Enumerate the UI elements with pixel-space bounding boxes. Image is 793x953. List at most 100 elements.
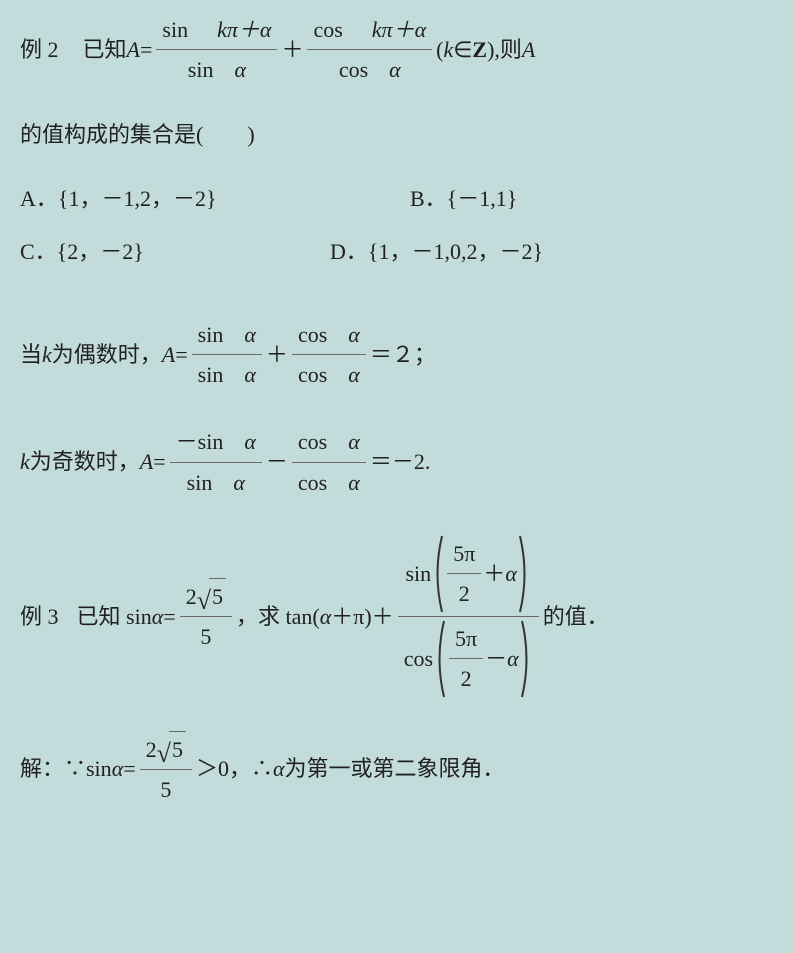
example2-statement-line2: 的值构成的集合是( ) <box>20 117 773 152</box>
arg-alpha: α <box>244 429 256 454</box>
option-b: B．{－1,1} <box>410 181 710 216</box>
result-text: ＝－2. <box>370 444 431 479</box>
fraction: cos α cos α <box>292 422 366 501</box>
fraction: sin α sin α <box>192 315 262 394</box>
plus: ＋ <box>483 556 505 591</box>
radicand-5: 5 <box>209 578 226 614</box>
left-paren-icon <box>433 619 447 699</box>
plus: ＋ <box>281 32 303 67</box>
paren-group: 5π 2 ＋ α <box>431 534 531 614</box>
var-A: A <box>127 32 140 67</box>
result-text: ＝２； <box>370 337 436 372</box>
arg-kpi-alpha: kπ＋α <box>372 17 426 42</box>
example2-solution-odd: k 为奇数时， A = －sin α sin α － cos α cos α ＝… <box>20 422 773 501</box>
text-mid: 为偶数时， <box>52 337 162 372</box>
paren-close: ) <box>487 32 494 67</box>
minus: － <box>266 444 288 479</box>
arg-alpha: α <box>233 470 245 495</box>
var-alpha: α <box>273 751 285 786</box>
example3-label: 例 3 <box>20 599 59 634</box>
fn-sin: sin <box>198 322 224 347</box>
fraction: cos α cos α <box>292 315 366 394</box>
paren-group: 5π 2 － α <box>433 619 533 699</box>
fraction-2sqrt5-over-5: 2 √ 5 5 <box>140 729 192 809</box>
right-paren-icon <box>517 534 531 614</box>
var-alpha: α <box>320 599 332 634</box>
arg-alpha: α <box>244 322 256 347</box>
equals: = <box>153 444 165 479</box>
right-paren-icon <box>519 619 533 699</box>
var-alpha: α <box>507 641 519 676</box>
sqrt: √ 5 <box>157 731 186 767</box>
option-d: D．{1，－1,0,2，－2} <box>330 234 710 269</box>
example2-statement-line1: 例 2 已知 A = sin kπ＋α sin α ＋ cos kπ＋α cos… <box>20 10 773 89</box>
fn-sin: sin <box>162 17 188 42</box>
text-given: 已知 <box>83 32 127 67</box>
fn-sin: sin <box>188 57 214 82</box>
text-mid: 为奇数时， <box>30 444 140 479</box>
in-symbol: ∈ <box>453 32 472 67</box>
coef-2: 2 <box>146 732 157 767</box>
text-prefix: 解：∵sin <box>20 751 112 786</box>
option-a: A．{1，－1,2，－2} <box>20 181 390 216</box>
fn-cos: cos <box>298 322 327 347</box>
var-alpha: α <box>152 599 164 634</box>
var-alpha: α <box>505 556 517 591</box>
equals: = <box>123 751 135 786</box>
radicand-5: 5 <box>169 731 186 767</box>
equals: = <box>163 599 175 634</box>
fn-cos: cos <box>298 429 327 454</box>
text-tail: 的值． <box>543 599 609 634</box>
fraction-2: cos kπ＋α cos α <box>307 10 432 89</box>
fraction: －sin α sin α <box>170 422 262 501</box>
sqrt: √ 5 <box>197 578 226 614</box>
arg-alpha: α <box>348 429 360 454</box>
minus: － <box>485 641 507 676</box>
arg-alpha: α <box>348 362 360 387</box>
fn-neg-sin: －sin <box>176 429 224 454</box>
plus: ＋ <box>266 337 288 372</box>
left-paren-icon <box>431 534 445 614</box>
example2-options: A．{1，－1,2，－2} B．{－1,1} C．{2，－2} D．{1，－1,… <box>20 181 773 287</box>
arg-kpi-alpha: kπ＋α <box>217 17 271 42</box>
equals: = <box>140 32 152 67</box>
fn-cos: cos <box>298 362 327 387</box>
equals: = <box>175 337 187 372</box>
arg-alpha: α <box>389 57 401 82</box>
example3-solution-line1: 解：∵sin α = 2 √ 5 5 ＞0，∴ α 为第一或第二象限角． <box>20 729 773 809</box>
var-alpha: α <box>112 751 124 786</box>
var-k: k <box>443 32 453 67</box>
text-gt: ＞0，∴ <box>196 751 273 786</box>
denominator-5: 5 <box>194 617 217 656</box>
fn-sin: sin <box>198 362 224 387</box>
fn-cos: cos <box>339 57 368 82</box>
var-k: k <box>42 337 52 372</box>
text-then: ,则 <box>494 32 522 67</box>
text-given: 已知 sin <box>77 599 152 634</box>
var-A: A <box>162 337 175 372</box>
fn-sin: sin <box>187 470 213 495</box>
var-A: A <box>140 444 153 479</box>
example2-solution-even: 当 k 为偶数时， A = sin α sin α ＋ cos α cos α … <box>20 315 773 394</box>
text-2: 2 <box>453 574 476 613</box>
arg-alpha: α <box>348 470 360 495</box>
example3-statement: 例 3 已知 sin α = 2 √ 5 5 ，求 tan( α ＋π)＋ si… <box>20 532 773 701</box>
fn-cos: cos <box>404 641 433 676</box>
coef-2: 2 <box>186 579 197 614</box>
text-mid: ，求 tan( <box>236 599 320 634</box>
fn-cos: cos <box>298 470 327 495</box>
set-Z: Z <box>472 32 487 67</box>
arg-alpha: α <box>348 322 360 347</box>
text-prefix: 当 <box>20 337 42 372</box>
var-k: k <box>20 444 30 479</box>
arg-alpha: α <box>244 362 256 387</box>
var-A: A <box>522 32 535 67</box>
text-5pi: 5π <box>447 534 481 573</box>
text-2: 2 <box>455 659 478 698</box>
arg-alpha: α <box>234 57 246 82</box>
option-c: C．{2，－2} <box>20 234 310 269</box>
big-fraction: sin 5π 2 ＋ α cos 5π 2 <box>398 532 539 701</box>
example2-label: 例 2 <box>20 32 59 67</box>
text-tail: 为第一或第二象限角． <box>285 751 505 786</box>
paren-open: ( <box>436 32 443 67</box>
